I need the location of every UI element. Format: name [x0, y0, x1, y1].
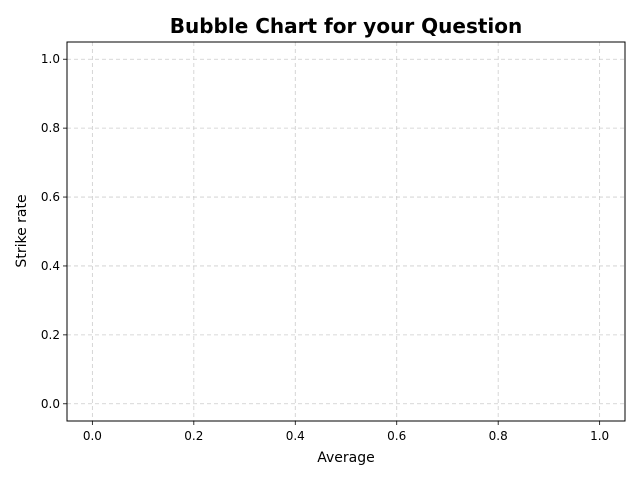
x-tick-label: 0.4 [286, 429, 305, 443]
x-axis-label: Average [317, 450, 375, 466]
plot-frame [66, 41, 626, 422]
x-tick-label: 0.8 [489, 429, 508, 443]
x-tick-label: 0.2 [184, 429, 203, 443]
x-tick-label: 1.0 [590, 429, 609, 443]
y-tick-label: 0.4 [41, 259, 60, 273]
y-tick-label: 0.6 [41, 190, 60, 204]
y-tick-label: 0.0 [41, 397, 60, 411]
y-axis-label: Strike rate [14, 194, 30, 267]
y-tick-label: 1.0 [41, 52, 60, 66]
chart-title: Bubble Chart for your Question [170, 14, 523, 38]
x-tick-label: 0.6 [387, 429, 406, 443]
axis-ticks: 0.0 0.2 0.4 0.6 0.8 1.0 0.0 0.2 0.4 0.6 0.8 1.0 [41, 52, 609, 443]
grid-lines [67, 42, 625, 421]
x-tick-label: 0.0 [83, 429, 102, 443]
y-tick-label: 0.2 [41, 328, 60, 342]
y-tick-label: 0.8 [41, 121, 60, 135]
